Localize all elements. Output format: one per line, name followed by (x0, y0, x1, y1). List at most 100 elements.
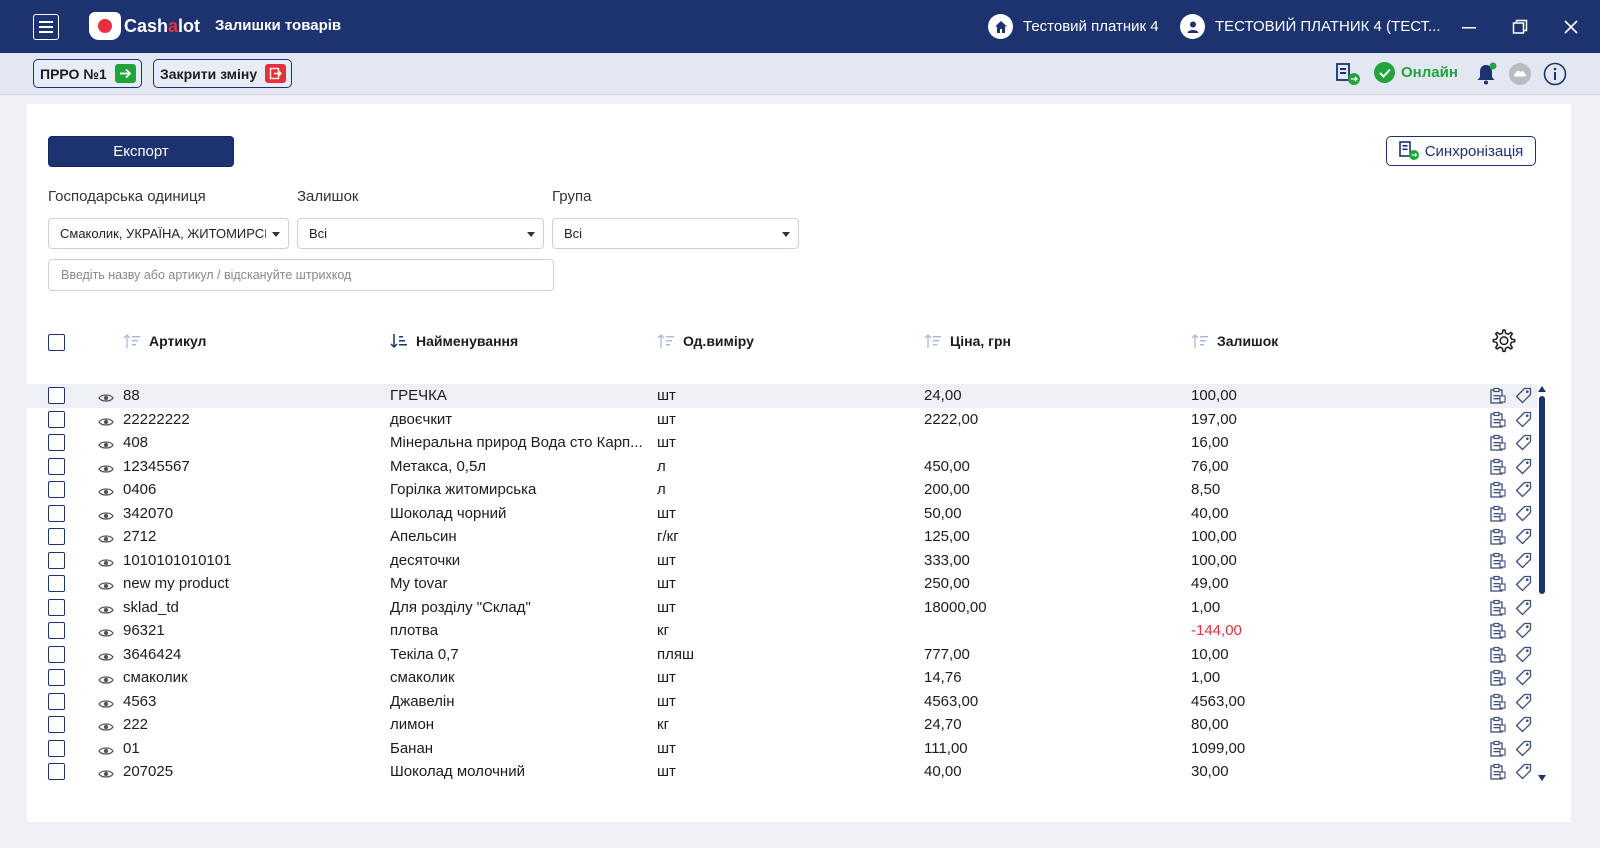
scroll-down-icon[interactable] (1538, 775, 1546, 781)
clipboard-icon[interactable] (1489, 505, 1506, 526)
clipboard-icon[interactable] (1489, 434, 1506, 455)
row-checkbox[interactable] (48, 387, 65, 404)
row-checkbox[interactable] (48, 763, 65, 780)
notifications-button[interactable] (1474, 62, 1498, 86)
table-row[interactable]: 342070 Шоколад чорний шт 50,00 40,00 (27, 502, 1537, 526)
table-row[interactable]: 2712 Апельсин г/кг 125,00 100,00 (27, 525, 1537, 549)
scroll-up-icon[interactable] (1538, 386, 1546, 392)
row-checkbox[interactable] (48, 598, 65, 616)
balance-select[interactable]: Всі (297, 218, 544, 249)
tag-icon[interactable] (1515, 575, 1532, 596)
clipboard-icon[interactable] (1489, 740, 1506, 761)
eye-icon[interactable] (98, 719, 114, 736)
clipboard-icon[interactable] (1489, 669, 1506, 690)
column-settings-button[interactable] (1489, 327, 1517, 360)
tag-icon[interactable] (1515, 740, 1532, 761)
tag-icon[interactable] (1515, 481, 1532, 502)
clipboard-icon[interactable] (1489, 646, 1506, 667)
eye-icon[interactable] (98, 578, 114, 595)
tag-icon[interactable] (1515, 763, 1532, 784)
clipboard-icon[interactable] (1489, 716, 1506, 737)
clipboard-icon[interactable] (1489, 552, 1506, 573)
table-row[interactable]: 22222222 двоєчкит шт 2222,00 197,00 (27, 408, 1537, 432)
taxpayer-selector[interactable]: Тестовий платник 4 (988, 14, 1159, 39)
row-checkbox[interactable] (48, 551, 65, 569)
table-row[interactable]: 4563 Джавелін шт 4563,00 4563,00 (27, 690, 1537, 714)
eye-icon[interactable] (98, 672, 114, 689)
clipboard-icon[interactable] (1489, 481, 1506, 502)
eye-icon[interactable] (98, 414, 114, 431)
clipboard-icon[interactable] (1489, 622, 1506, 643)
row-checkbox[interactable] (48, 434, 65, 451)
row-checkbox[interactable] (48, 669, 65, 686)
clipboard-icon[interactable] (1489, 575, 1506, 596)
column-price[interactable]: Ціна, грн (924, 333, 1011, 349)
row-checkbox[interactable] (48, 739, 65, 757)
row-checkbox[interactable] (48, 481, 65, 498)
table-row[interactable]: 207025 Шоколад молочний шт 40,00 30,00 (27, 760, 1537, 784)
eye-icon[interactable] (98, 508, 114, 525)
table-row[interactable]: 408 Мінеральна природ Вода сто Карп... шт 1… (27, 431, 1537, 455)
tag-icon[interactable] (1515, 716, 1532, 737)
tag-icon[interactable] (1515, 458, 1532, 479)
eye-icon[interactable] (98, 649, 114, 666)
tag-icon[interactable] (1515, 528, 1532, 549)
prro-button[interactable]: ПРРО №1 (33, 59, 142, 88)
close-shift-button[interactable]: Закрити зміну (153, 59, 293, 88)
group-select[interactable]: Всі (552, 218, 799, 249)
close-button[interactable] (1558, 14, 1584, 40)
tag-icon[interactable] (1515, 387, 1532, 408)
clipboard-icon[interactable] (1489, 387, 1506, 408)
info-button[interactable] (1543, 62, 1567, 86)
eye-icon[interactable] (98, 696, 114, 713)
row-checkbox[interactable] (48, 457, 65, 475)
row-checkbox[interactable] (48, 528, 65, 545)
column-unit[interactable]: Од.виміру (657, 333, 754, 349)
table-row[interactable]: 0406 Горілка житомирська л 200,00 8,50 (27, 478, 1537, 502)
tag-icon[interactable] (1515, 599, 1532, 620)
tag-icon[interactable] (1515, 693, 1532, 714)
tag-icon[interactable] (1515, 669, 1532, 690)
row-checkbox[interactable] (48, 504, 65, 522)
eye-icon[interactable] (98, 743, 114, 760)
eye-icon[interactable] (98, 531, 114, 548)
cloud-button[interactable] (1508, 62, 1532, 86)
scroll-thumb[interactable] (1539, 396, 1545, 594)
table-row[interactable]: 1010101010101 десяточки шт 333,00 100,00 (27, 549, 1537, 573)
row-checkbox[interactable] (48, 645, 65, 663)
eye-icon[interactable] (98, 484, 114, 501)
restore-button[interactable] (1507, 14, 1533, 40)
row-checkbox[interactable] (48, 692, 65, 710)
table-row[interactable]: смаколик смаколик шт 14,76 1,00 (27, 666, 1537, 690)
table-row[interactable]: 88 ГРЕЧКА шт 24,00 100,00 (27, 384, 1537, 408)
eye-icon[interactable] (98, 390, 114, 407)
eye-icon[interactable] (98, 766, 114, 783)
table-row[interactable]: sklad_td Для розділу "Склад" шт 18000,00 1,0… (27, 596, 1537, 620)
tag-icon[interactable] (1515, 646, 1532, 667)
select-all-checkbox[interactable] (48, 334, 65, 351)
tag-icon[interactable] (1515, 434, 1532, 455)
row-checkbox[interactable] (48, 622, 65, 639)
tag-icon[interactable] (1515, 505, 1532, 526)
scrollbar[interactable] (1538, 386, 1546, 786)
tag-icon[interactable] (1515, 622, 1532, 643)
row-checkbox[interactable] (48, 410, 65, 428)
column-article[interactable]: Артикул (123, 333, 206, 349)
clipboard-icon[interactable] (1489, 411, 1506, 432)
clipboard-icon[interactable] (1489, 763, 1506, 784)
table-row[interactable]: 3646424 Текіла 0,7 пляш 777,00 10,00 (27, 643, 1537, 667)
clipboard-icon[interactable] (1489, 458, 1506, 479)
eye-icon[interactable] (98, 437, 114, 454)
column-name[interactable]: Найменування (390, 333, 518, 349)
table-row[interactable]: 01 Банан шт 111,00 1099,00 (27, 737, 1537, 761)
eye-icon[interactable] (98, 461, 114, 478)
clipboard-icon[interactable] (1489, 599, 1506, 620)
menu-button[interactable] (33, 14, 59, 40)
minimize-button[interactable] (1456, 14, 1482, 40)
sync-button[interactable]: Синхронізація (1386, 136, 1536, 166)
clipboard-icon[interactable] (1489, 528, 1506, 549)
row-checkbox[interactable] (48, 575, 65, 592)
sync-status[interactable] (1336, 62, 1362, 86)
column-balance[interactable]: Залишок (1191, 333, 1278, 349)
eye-icon[interactable] (98, 625, 114, 642)
